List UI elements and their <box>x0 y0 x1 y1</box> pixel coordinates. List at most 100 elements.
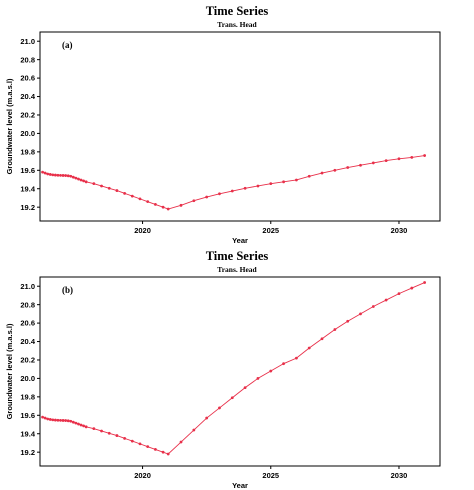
data-point <box>161 450 165 454</box>
data-point <box>179 203 183 207</box>
data-point <box>46 172 50 176</box>
data-point <box>43 416 47 420</box>
data-point <box>79 178 83 182</box>
data-point <box>192 428 196 432</box>
x-tick-label: 2025 <box>262 226 279 235</box>
data-point <box>320 337 324 341</box>
data-point <box>71 175 75 179</box>
data-point <box>205 416 209 420</box>
y-tick-label: 20.4 <box>20 337 35 346</box>
y-tick-label: 20.4 <box>20 92 35 101</box>
y-tick-label: 20.6 <box>20 74 35 83</box>
data-point <box>146 200 150 204</box>
y-tick-label: 20.0 <box>20 129 35 138</box>
data-point <box>138 442 142 446</box>
data-point <box>115 189 119 192</box>
data-point <box>74 421 78 425</box>
data-point <box>269 182 273 186</box>
data-point <box>307 174 311 178</box>
chart-plot-b: 19.2 19.4 19.6 19.8 20.0 20.2 20.4 20.6 20.8 21.0… <box>5 276 441 490</box>
chart-panel-b: Time Series Trans. Head 19.2 19.4 19.6 19.8… <box>0 245 474 490</box>
data-point <box>59 418 62 422</box>
data-point <box>423 154 427 157</box>
data-point <box>359 163 362 167</box>
data-point <box>333 168 337 172</box>
data-point <box>123 436 127 440</box>
data-point <box>397 292 401 295</box>
data-point <box>77 177 80 181</box>
data-point <box>146 445 150 449</box>
y-tick-label: 19.4 <box>20 184 35 193</box>
data-point <box>166 207 170 211</box>
data-point <box>346 166 350 169</box>
data-point <box>371 305 375 308</box>
y-tick-label: 20.0 <box>20 374 35 383</box>
data-point <box>115 434 119 437</box>
chart-subtitle: Trans. Head <box>217 20 257 29</box>
data-point <box>410 155 414 159</box>
data-point <box>397 157 401 161</box>
data-point <box>153 203 157 206</box>
data-point <box>423 281 427 284</box>
data-point <box>46 417 50 421</box>
data-point <box>107 186 111 190</box>
data-point <box>123 191 127 195</box>
data-point <box>320 171 324 175</box>
data-point <box>256 184 260 188</box>
y-tick-label: 21.0 <box>20 37 35 46</box>
x-tick-label: 2020 <box>134 471 151 480</box>
data-point <box>371 161 375 165</box>
data-point <box>48 173 52 176</box>
y-axis-label: Groundwater level (m.a.s.l) <box>5 323 14 419</box>
data-point <box>61 174 65 177</box>
data-point <box>84 425 88 429</box>
chart-panel-a: Time Series Trans. Head 19.2 19.4 19.6 19.8… <box>5 4 441 245</box>
data-point <box>269 369 273 373</box>
chart-title: Time Series <box>205 4 269 18</box>
panel-label: (b) <box>62 285 73 295</box>
data-point <box>61 419 65 422</box>
data-point <box>107 431 111 435</box>
data-point <box>205 195 209 199</box>
data-point <box>41 170 44 174</box>
data-point <box>64 419 68 422</box>
y-tick-label: 19.4 <box>20 429 35 438</box>
data-point <box>384 298 388 302</box>
data-point <box>333 328 337 331</box>
x-tick-label: 2030 <box>391 471 408 480</box>
chart-subtitle: Trans. Head <box>217 265 257 274</box>
y-tick-label: 20.2 <box>20 356 35 365</box>
y-tick-label: 21.0 <box>20 282 35 291</box>
data-point <box>48 418 52 421</box>
y-tick-label: 20.8 <box>20 55 35 64</box>
data-point <box>71 420 75 424</box>
y-tick-label: 19.2 <box>20 448 35 457</box>
y-tick-label: 20.6 <box>20 319 35 328</box>
panel-label: (a) <box>62 40 73 50</box>
data-point <box>41 415 44 419</box>
data-point <box>359 312 362 316</box>
data-point <box>153 448 157 451</box>
data-point <box>92 182 96 186</box>
data-point <box>82 424 85 428</box>
y-tick-label: 19.8 <box>20 147 35 156</box>
data-point <box>282 362 285 366</box>
data-point <box>138 197 142 201</box>
x-tick-label: 2025 <box>262 471 279 480</box>
data-point <box>161 205 165 209</box>
data-point <box>384 159 388 163</box>
chart-title: Time Series <box>205 249 269 263</box>
y-tick-label: 19.2 <box>20 203 35 212</box>
data-point <box>410 286 414 290</box>
data-point <box>92 427 96 431</box>
data-point <box>192 199 196 203</box>
data-point <box>77 422 80 426</box>
data-point <box>66 174 70 178</box>
data-point <box>100 184 103 188</box>
data-point <box>84 180 88 184</box>
data-point <box>69 174 73 178</box>
data-point <box>243 386 247 390</box>
data-point <box>64 174 68 177</box>
data-point <box>130 439 134 443</box>
y-tick-label: 19.6 <box>20 411 35 420</box>
